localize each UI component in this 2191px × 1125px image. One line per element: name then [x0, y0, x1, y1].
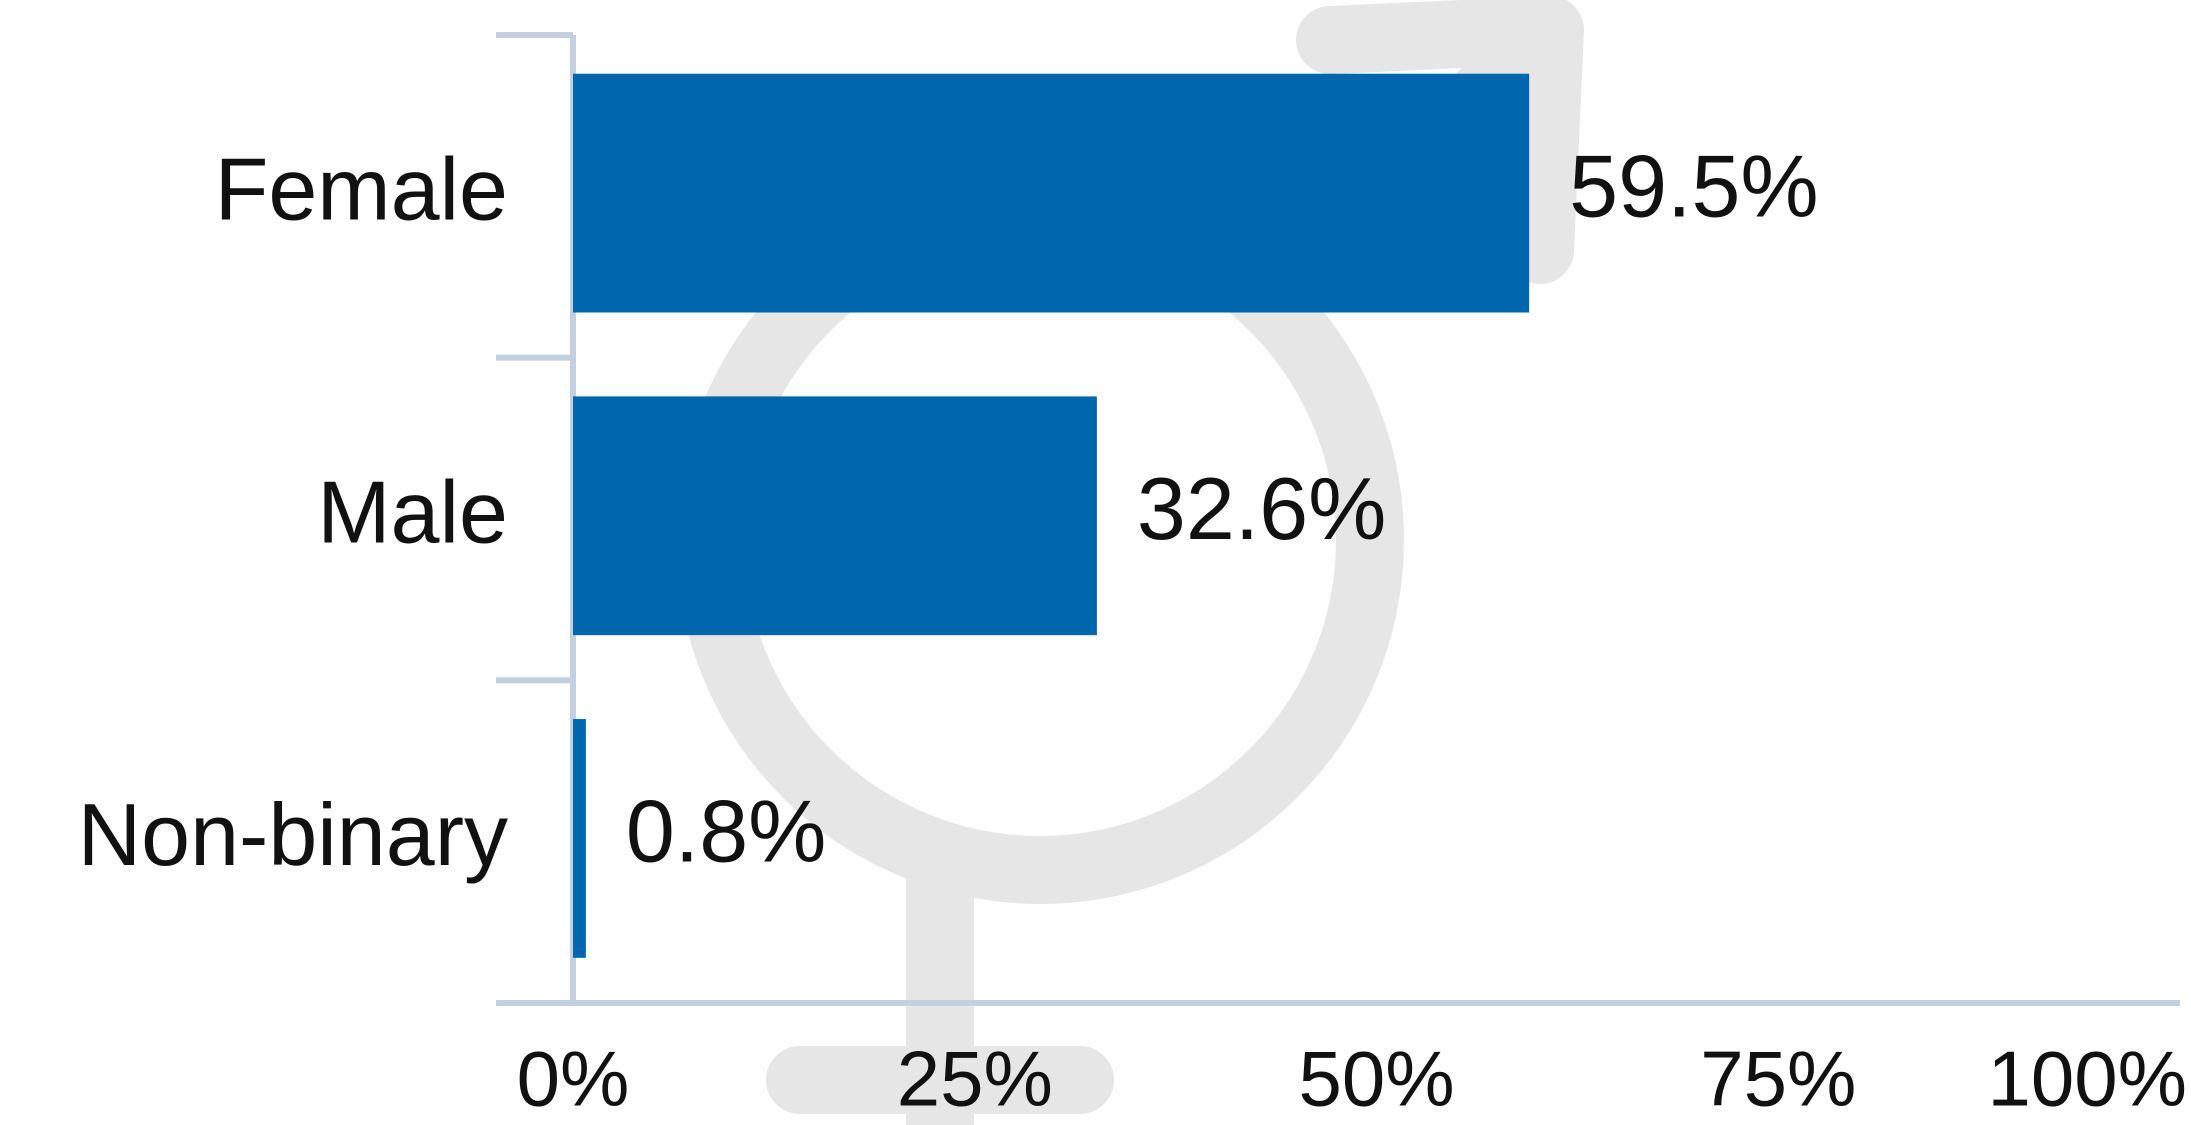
- value-label: 32.6%: [1137, 459, 1387, 558]
- x-tick-label: 25%: [897, 1035, 1053, 1123]
- value-label: 59.5%: [1569, 136, 1819, 235]
- category-label: Non-binary: [78, 785, 508, 884]
- bar: [573, 719, 586, 958]
- bar: [573, 396, 1097, 636]
- category-label: Female: [215, 140, 508, 239]
- x-tick-label: 100%: [1988, 1035, 2188, 1123]
- x-tick-label: 75%: [1700, 1035, 1856, 1123]
- x-tick-label: 50%: [1298, 1035, 1454, 1123]
- value-label: 0.8%: [626, 782, 827, 881]
- x-tick-label: 0%: [517, 1035, 630, 1123]
- bar: [573, 73, 1530, 313]
- category-label: Male: [317, 462, 508, 561]
